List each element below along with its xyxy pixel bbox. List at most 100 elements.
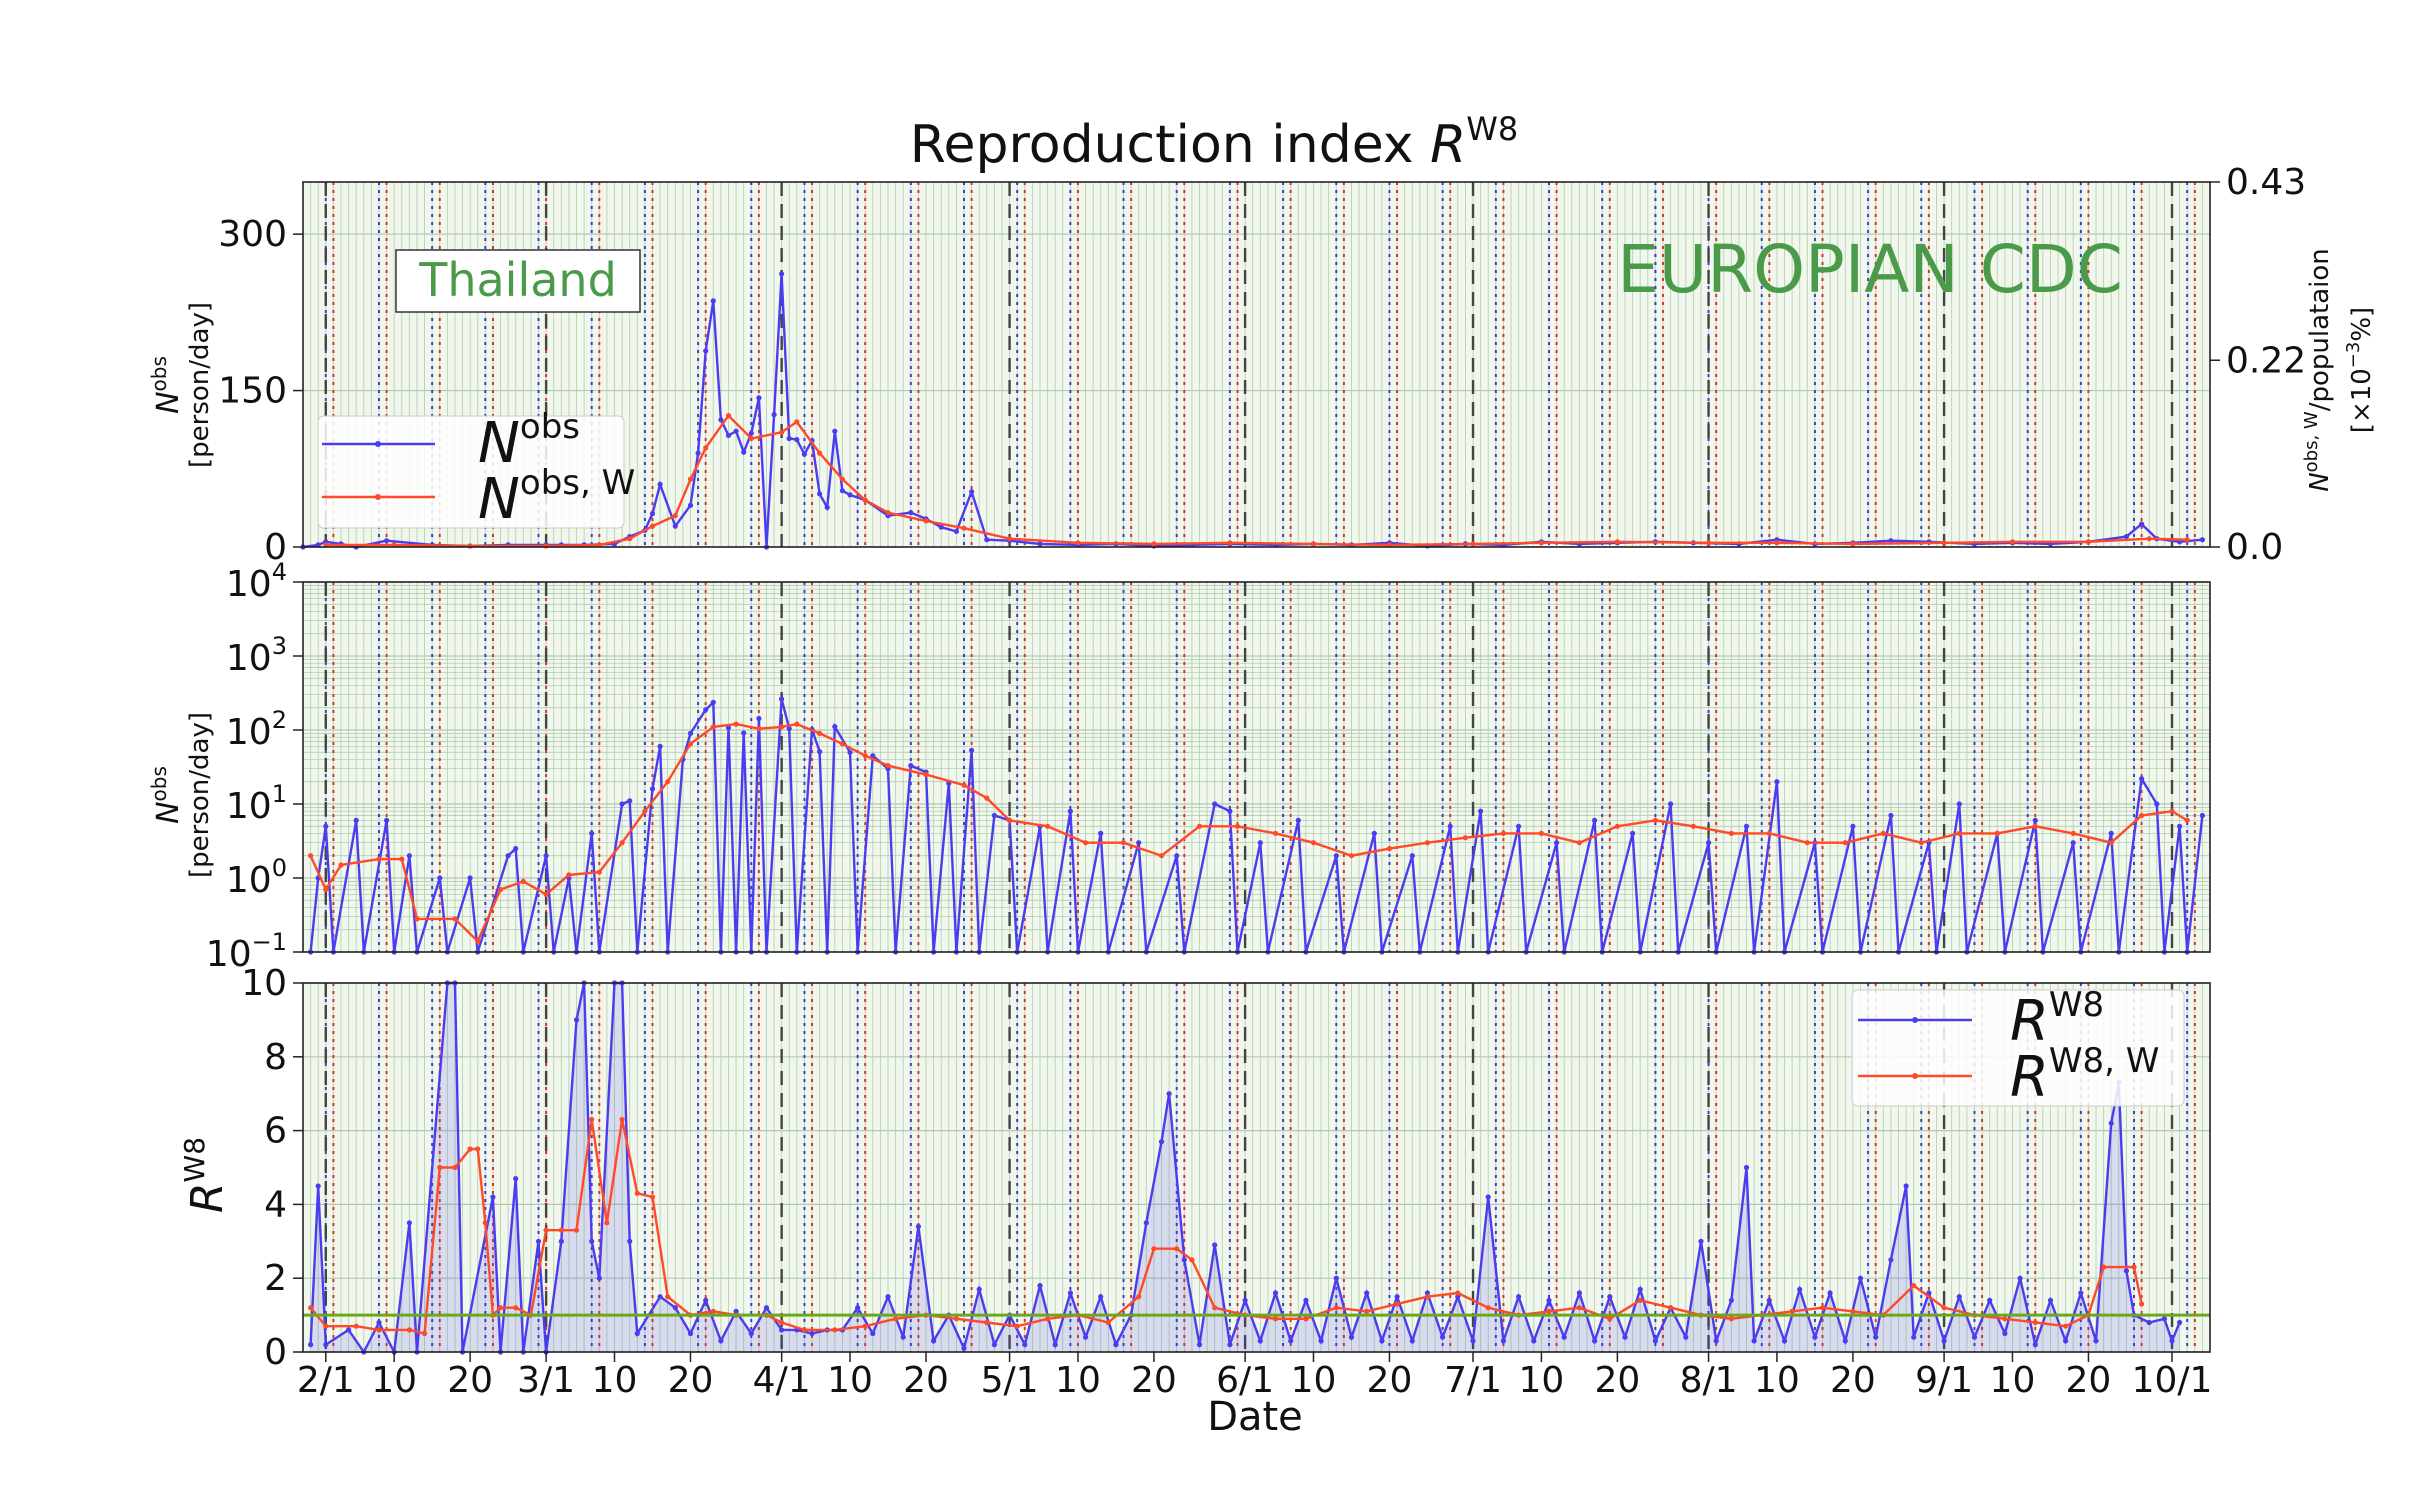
nobs-weekly-log-point (414, 916, 420, 922)
rw8-point (1143, 1220, 1149, 1226)
nobs-log-point (513, 846, 519, 852)
y-tick-label: 101 (226, 780, 287, 827)
source-label: EUROPIAN CDC (1617, 231, 2123, 308)
rw8-point (657, 1294, 663, 1300)
rw8-point (1394, 1294, 1400, 1300)
rw8-weekly-point (1174, 1246, 1180, 1252)
nobs-point (839, 488, 846, 494)
rw8-point (1052, 1342, 1058, 1348)
rw8-point (308, 1342, 314, 1348)
nobs-log-point (1478, 808, 1484, 814)
rw8-weekly-point (801, 1327, 808, 1333)
rw8-weekly-point (497, 1305, 504, 1311)
nobs-point (2123, 534, 2129, 540)
rw8-point (1728, 1297, 1734, 1303)
svg-text:[×10−3%]: [×10−3%] (2343, 307, 2377, 433)
nobs-weekly-log-point (1538, 830, 1544, 837)
rw8-point (931, 1338, 937, 1344)
nobs-weekly-log-point (1386, 846, 1393, 852)
rw8-point (1409, 1338, 1415, 1344)
rw8-point (1440, 1334, 1446, 1340)
rw8-point (1364, 1290, 1370, 1296)
nobs-log-point (1668, 801, 1674, 807)
nobs-weekly-log-point (687, 741, 694, 747)
nobs-weekly-log-point (817, 730, 823, 737)
rw8-point (1067, 1290, 1073, 1296)
log-panel: 10−1 100 101 102 103 104 (206, 558, 2211, 975)
rw8-point (1516, 1294, 1522, 1300)
nobs-weekly-log-point (1045, 823, 1051, 829)
nobs-log-point (687, 730, 694, 737)
nobs-point (657, 481, 663, 487)
rw8-point (687, 1330, 694, 1337)
rw8-point (1652, 1338, 1658, 1344)
rw8-weekly-point (1637, 1297, 1643, 1303)
rw8-point (1971, 1334, 1978, 1340)
nobs-weekly-log-point (1500, 830, 1506, 837)
y-tick-label: 4 (264, 1184, 287, 1225)
rw8-weekly-point (353, 1323, 359, 1329)
x-tick-label: 20 (1131, 1360, 1177, 1401)
rw8-point (323, 1342, 329, 1348)
nobs-point (847, 492, 853, 498)
nobs-weekly-point (2085, 539, 2091, 545)
y-tick-label: 100 (226, 854, 287, 901)
x-tick-label: 6/1 (1216, 1360, 1274, 1401)
nobs-weekly-log-point (756, 726, 762, 732)
rw8-point (779, 1327, 785, 1333)
nobs-point (2199, 537, 2205, 543)
nobs-log-point (710, 699, 716, 706)
rw8-point (672, 1305, 678, 1311)
nobs-weekly-log-point (1348, 853, 1355, 859)
linear-ylabel: Nobs [person/day] (147, 302, 215, 468)
rw8-weekly-point (475, 1146, 481, 1152)
nobs-weekly-point (467, 543, 473, 549)
nobs-log-point (1212, 801, 1218, 807)
nobs-log-point (323, 823, 329, 829)
rw8-weekly-point (2131, 1264, 2137, 1270)
rw8-point (2063, 1338, 2069, 1344)
nobs-weekly-point (1075, 540, 1081, 546)
nobs-point (779, 271, 785, 277)
nobs-weekly-log-point (1083, 840, 1089, 846)
nobs-weekly-log-point (566, 872, 572, 878)
rw8-weekly-point (634, 1190, 640, 1196)
rw8-point (1257, 1338, 1263, 1344)
country-label: Thailand (418, 253, 617, 307)
nobs-log-point (1630, 830, 1636, 837)
plot-frame (302, 181, 2211, 548)
x-tick-label: 10 (592, 1360, 638, 1401)
rw8-point (1333, 1275, 1339, 1281)
nobs-point (733, 428, 739, 434)
x-tick-label: 10 (1291, 1360, 1337, 1401)
nobs-log-point (2139, 776, 2145, 782)
nobs-weekly-point (961, 525, 967, 531)
nobs-log-point (1956, 801, 1962, 807)
nobs-weekly-point (649, 523, 656, 529)
rw8-weekly-point (649, 1194, 656, 1200)
x-tick-label: 20 (903, 1360, 949, 1401)
nobs-point (786, 435, 792, 442)
rw8-point (1888, 1257, 1894, 1263)
nobs-weekly-log-point (1576, 840, 1582, 846)
nobs-point (710, 298, 716, 304)
rw8-weekly-point (437, 1164, 443, 1171)
nobs-point (2139, 521, 2145, 527)
nobs-point (969, 489, 975, 495)
nobs-log-point (1850, 823, 1856, 829)
nobs-weekly-log-point (2108, 840, 2114, 846)
nobs-log-point (1592, 817, 1598, 824)
nobs-log-point (756, 715, 762, 722)
y-tick-label: 0 (264, 1332, 287, 1373)
x-tick-label: 7/1 (1444, 1360, 1502, 1401)
rw8-point (1857, 1275, 1864, 1281)
nobs-weekly-point (794, 419, 800, 425)
nobs-log-point (543, 853, 549, 859)
nobs-weekly-log-point (862, 753, 868, 759)
nobs-point (687, 502, 694, 508)
rw8-weekly-point (1151, 1246, 1157, 1252)
nobs-point (908, 509, 914, 516)
nobs-point (824, 504, 830, 510)
rw8-point (1500, 1338, 1506, 1344)
plot-area (303, 582, 2210, 952)
